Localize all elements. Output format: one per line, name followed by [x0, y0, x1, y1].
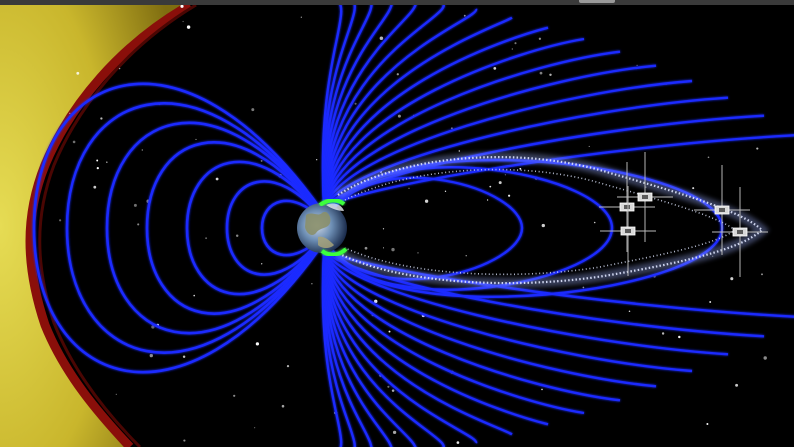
open-field-line: [322, 249, 549, 426]
dayside-field-line: [260, 199, 323, 257]
open-field-line: [322, 5, 417, 209]
open-field-line: [321, 249, 343, 447]
magnetosphere-scene: [0, 5, 794, 447]
open-field-line: [322, 249, 417, 447]
open-field-line: [322, 37, 585, 209]
dayside-field-line: [145, 141, 324, 315]
dayside-field-line: [225, 180, 324, 276]
open-field-line: [322, 249, 373, 447]
bow-shock-inner: [38, 5, 197, 447]
open-field-line: [322, 249, 513, 436]
dayside-field-line: [65, 102, 324, 354]
open-field-line: [322, 7, 478, 209]
open-field-line: [322, 5, 393, 209]
open-field-line: [322, 16, 513, 209]
open-field-line: [322, 26, 549, 209]
south-aurora: [320, 247, 348, 257]
open-field-line: [322, 5, 445, 209]
plasma-sheet: [335, 152, 770, 289]
open-field-line: [322, 249, 478, 445]
spacecraft-icon: [712, 187, 768, 277]
dayside-field-lines: [32, 82, 324, 374]
nightside-field-line: [331, 176, 524, 281]
top-strip-tab: [579, 0, 615, 3]
top-strip: [0, 0, 794, 5]
open-field-line: [322, 249, 393, 447]
dayside-field-line: [105, 121, 324, 335]
open-field-line: [322, 249, 657, 388]
spacecraft-icon: [617, 152, 673, 242]
spacecraft-group: [599, 152, 768, 277]
spacecraft-icon: [599, 162, 655, 252]
open-field-line: [322, 249, 729, 356]
open-field-line: [322, 64, 657, 209]
spacecraft-icon: [694, 165, 750, 255]
spacecraft-icon: [600, 186, 656, 276]
bow-shock: [25, 5, 193, 447]
open-field-line: [322, 249, 445, 447]
open-field-line: [323, 134, 794, 209]
open-field-line: [322, 249, 693, 373]
dayside-field-line: [185, 160, 324, 296]
earth-icon: [297, 203, 347, 253]
open-field-line: [322, 249, 621, 402]
open-field-line: [322, 50, 621, 209]
open-field-line: [321, 5, 343, 209]
north-aurora: [318, 198, 346, 207]
open-field-line: [322, 79, 693, 209]
open-field-line: [322, 249, 585, 415]
dayside-field-line: [32, 82, 324, 374]
open-field-line: [322, 5, 357, 209]
open-field-line: [322, 249, 357, 447]
open-field-line: [322, 5, 373, 209]
